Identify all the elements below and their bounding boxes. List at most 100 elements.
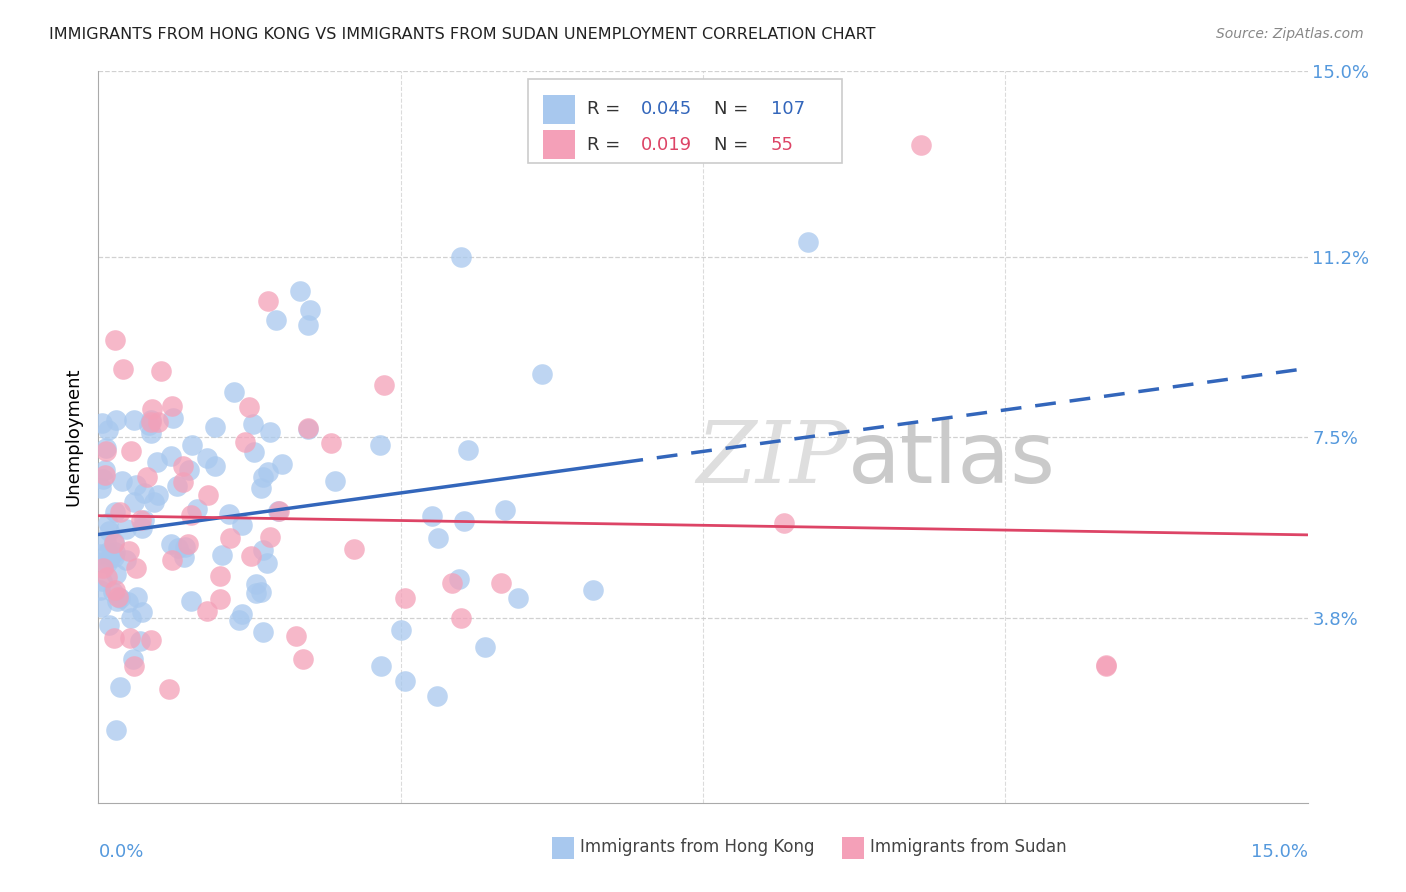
- Point: [394, 591, 416, 605]
- Point: [120, 444, 142, 458]
- Text: 107: 107: [770, 101, 804, 119]
- Point: [112, 362, 135, 376]
- Point: [284, 629, 307, 643]
- Point: [426, 689, 449, 703]
- Point: [211, 548, 233, 562]
- Point: [297, 420, 319, 434]
- Point: [209, 591, 232, 606]
- Point: [162, 411, 184, 425]
- Point: [104, 545, 127, 559]
- Point: [104, 506, 127, 520]
- Point: [103, 534, 125, 549]
- Point: [96, 443, 118, 458]
- Point: [104, 723, 127, 737]
- Point: [259, 425, 281, 439]
- Point: [267, 503, 290, 517]
- Point: [121, 611, 143, 625]
- Point: [108, 591, 131, 606]
- Point: [107, 593, 129, 607]
- Text: 55: 55: [770, 136, 794, 153]
- Bar: [842, 838, 863, 859]
- Point: [426, 531, 449, 545]
- Point: [101, 585, 124, 599]
- Point: [143, 494, 166, 508]
- Point: [118, 544, 141, 558]
- Point: [177, 537, 200, 551]
- Point: [138, 417, 160, 432]
- Point: [105, 412, 128, 426]
- Bar: [543, 95, 575, 124]
- Point: [90, 481, 112, 495]
- Point: [128, 633, 150, 648]
- Point: [166, 479, 188, 493]
- Point: [233, 434, 256, 449]
- Point: [103, 550, 125, 565]
- Point: [245, 585, 267, 599]
- Point: [245, 576, 267, 591]
- Point: [264, 313, 287, 327]
- Point: [256, 556, 278, 570]
- Point: [910, 137, 932, 152]
- Text: Source: ZipAtlas.com: Source: ZipAtlas.com: [1216, 27, 1364, 41]
- Point: [197, 488, 219, 502]
- Point: [195, 451, 218, 466]
- Point: [323, 474, 346, 488]
- Point: [125, 591, 148, 605]
- Point: [125, 561, 148, 575]
- Point: [110, 680, 132, 694]
- Point: [494, 503, 516, 517]
- Point: [343, 542, 366, 557]
- Point: [107, 591, 129, 605]
- Point: [94, 441, 117, 455]
- Point: [146, 455, 169, 469]
- Point: [150, 364, 173, 378]
- Point: [195, 604, 218, 618]
- Point: [204, 420, 226, 434]
- Point: [321, 436, 343, 450]
- Point: [242, 444, 264, 458]
- Point: [180, 508, 202, 522]
- Point: [104, 567, 127, 582]
- Point: [97, 516, 120, 531]
- Text: N =: N =: [714, 101, 754, 119]
- Point: [160, 553, 183, 567]
- Point: [93, 556, 115, 570]
- Point: [250, 481, 273, 495]
- Point: [89, 583, 111, 598]
- Text: N =: N =: [714, 136, 754, 153]
- Point: [474, 640, 496, 654]
- Point: [250, 585, 273, 599]
- Point: [159, 449, 181, 463]
- Text: atlas: atlas: [848, 417, 1056, 500]
- Point: [157, 681, 180, 696]
- Text: Immigrants from Sudan: Immigrants from Sudan: [870, 838, 1067, 855]
- Point: [141, 633, 163, 648]
- Point: [1095, 659, 1118, 673]
- Point: [148, 416, 170, 430]
- Point: [449, 572, 471, 586]
- Point: [242, 417, 264, 431]
- Point: [103, 333, 125, 347]
- Point: [90, 574, 112, 588]
- Point: [218, 531, 240, 545]
- Point: [259, 530, 281, 544]
- Point: [180, 594, 202, 608]
- Point: [491, 576, 513, 591]
- Point: [124, 658, 146, 673]
- Bar: [543, 130, 575, 159]
- Point: [581, 582, 603, 597]
- Point: [506, 591, 529, 605]
- Point: [530, 367, 553, 381]
- Point: [181, 438, 204, 452]
- FancyBboxPatch shape: [527, 78, 842, 163]
- Text: R =: R =: [586, 101, 626, 119]
- Point: [177, 463, 200, 477]
- Point: [370, 659, 392, 673]
- Point: [450, 250, 472, 264]
- Point: [98, 617, 121, 632]
- Point: [141, 401, 163, 416]
- Point: [122, 413, 145, 427]
- Point: [98, 551, 121, 566]
- Point: [139, 413, 162, 427]
- Point: [288, 284, 311, 298]
